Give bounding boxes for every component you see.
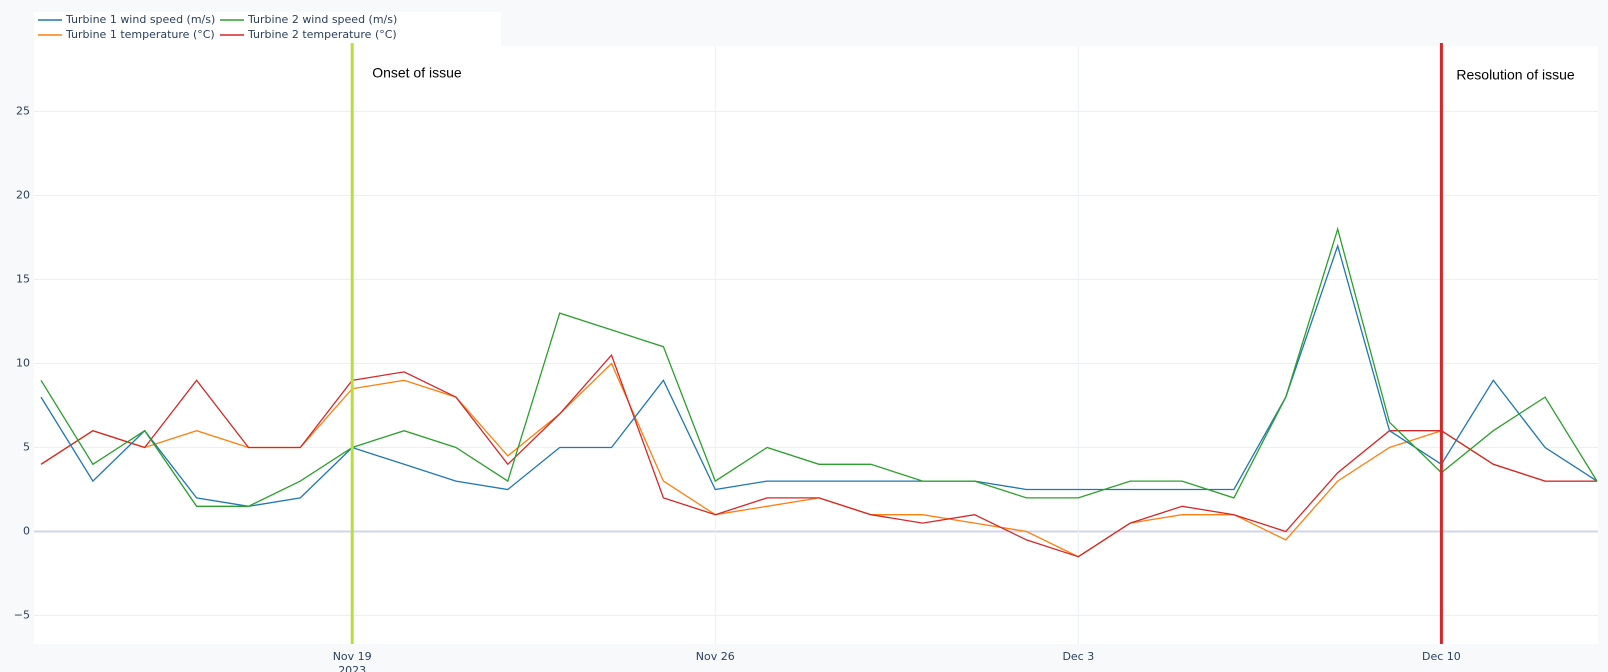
x-tick-sublabel: 2023 xyxy=(338,664,366,672)
x-tick-label: Dec 3 xyxy=(1062,650,1094,663)
series-line xyxy=(40,353,1597,558)
y-tick-label: 15 xyxy=(16,272,30,285)
y-tick-label: 5 xyxy=(23,440,30,453)
x-tick-label: Dec 10 xyxy=(1422,650,1461,663)
y-tick-label: 20 xyxy=(16,189,30,202)
legend-label: Turbine 2 temperature (°C) xyxy=(247,28,397,41)
series-line xyxy=(40,243,1598,507)
annotation-text: Resolution of issue xyxy=(1456,67,1575,83)
y-tick-label: −5 xyxy=(14,608,30,621)
y-tick-label: 0 xyxy=(23,524,30,537)
legend-label: Turbine 2 wind speed (m/s) xyxy=(247,13,397,26)
x-tick-label: Nov 19 xyxy=(333,650,372,663)
legend-label: Turbine 1 wind speed (m/s) xyxy=(65,13,215,26)
series-line xyxy=(40,226,1598,507)
plot-area xyxy=(34,46,1598,644)
x-tick-label: Nov 26 xyxy=(696,650,735,663)
y-tick-label: 10 xyxy=(16,356,30,369)
y-tick-label: 25 xyxy=(16,105,30,118)
legend-label: Turbine 1 temperature (°C) xyxy=(65,28,215,41)
annotation-text: Onset of issue xyxy=(372,65,462,81)
legend-box xyxy=(34,12,501,46)
